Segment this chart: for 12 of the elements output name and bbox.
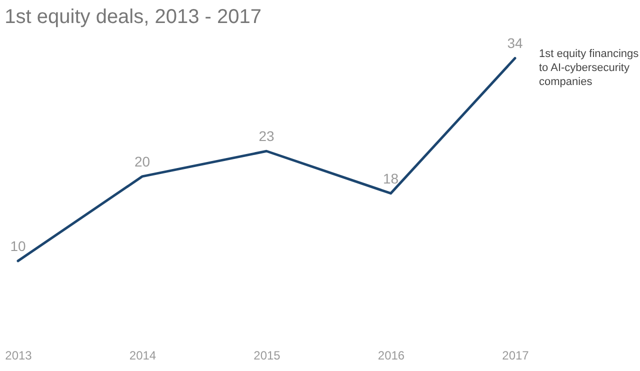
chart-title: 1st equity deals, 2013 - 2017 xyxy=(4,6,262,28)
data-label: 18 xyxy=(382,170,399,186)
data-label: 10 xyxy=(10,238,26,254)
data-label: 34 xyxy=(507,35,523,52)
data-label: 20 xyxy=(134,153,150,170)
x-tick-label: 2017 xyxy=(502,348,530,362)
text: 1st equity financings to AI-cybersecurity companies xyxy=(539,48,640,88)
x-tick-label: 2013 xyxy=(5,348,32,362)
x-tick-label: 2016 xyxy=(378,348,405,362)
x-tick-label: 2014 xyxy=(129,348,156,362)
x-tick-label: 2015 xyxy=(254,348,281,362)
data-label: 23 xyxy=(258,128,274,144)
